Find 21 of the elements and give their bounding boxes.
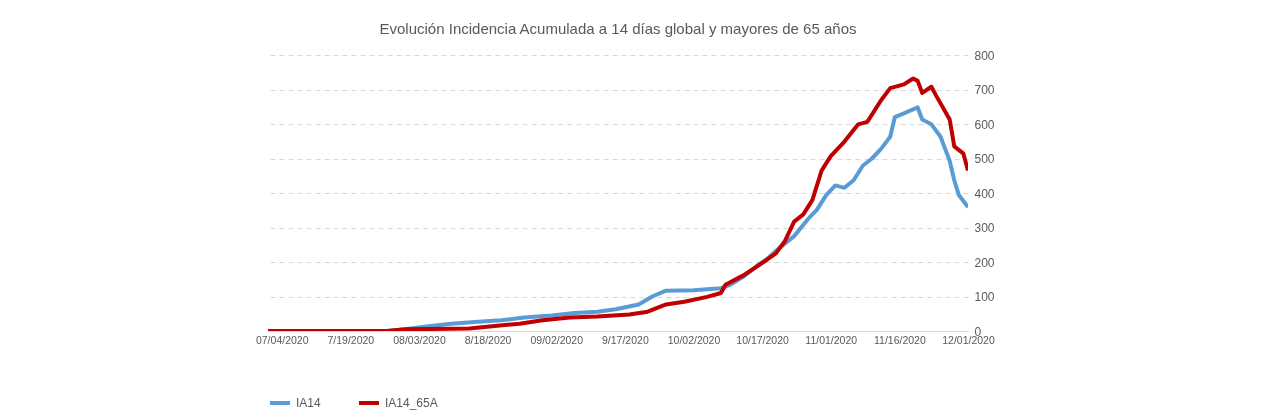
y-tick-label: 500	[974, 152, 995, 166]
x-tick-label: 09/02/2020	[530, 333, 584, 346]
x-tick-label: 11/01/2020	[805, 333, 858, 346]
y-tick-label: 400	[974, 186, 995, 201]
y-tick-label: 800	[974, 48, 995, 63]
x-tick-label: 10/17/2020	[736, 333, 790, 346]
x-tick-label: 10/02/2020	[667, 333, 721, 346]
y-tick-label: 300	[974, 221, 995, 235]
legend-label: IA14	[296, 396, 322, 410]
x-tick-label: 8/18/2020	[464, 333, 512, 346]
y-tick-label: 600	[974, 117, 995, 132]
legend-label: IA14_65A	[385, 396, 438, 410]
y-tick-label: 700	[974, 83, 995, 97]
chart-title: Evolución Incidencia Acumulada a 14 días global y mayores de 65 años	[379, 20, 857, 37]
x-tick-label: 7/19/2020	[327, 333, 375, 346]
y-tick-label: 200	[974, 255, 995, 270]
x-tick-label: 07/04/2020	[255, 333, 309, 346]
x-tick-label: 9/17/2020	[602, 333, 649, 346]
x-tick-label: 11/16/2020	[873, 333, 926, 346]
y-tick-label: 100	[974, 290, 995, 304]
x-tick-label: 08/03/2020	[393, 333, 446, 346]
